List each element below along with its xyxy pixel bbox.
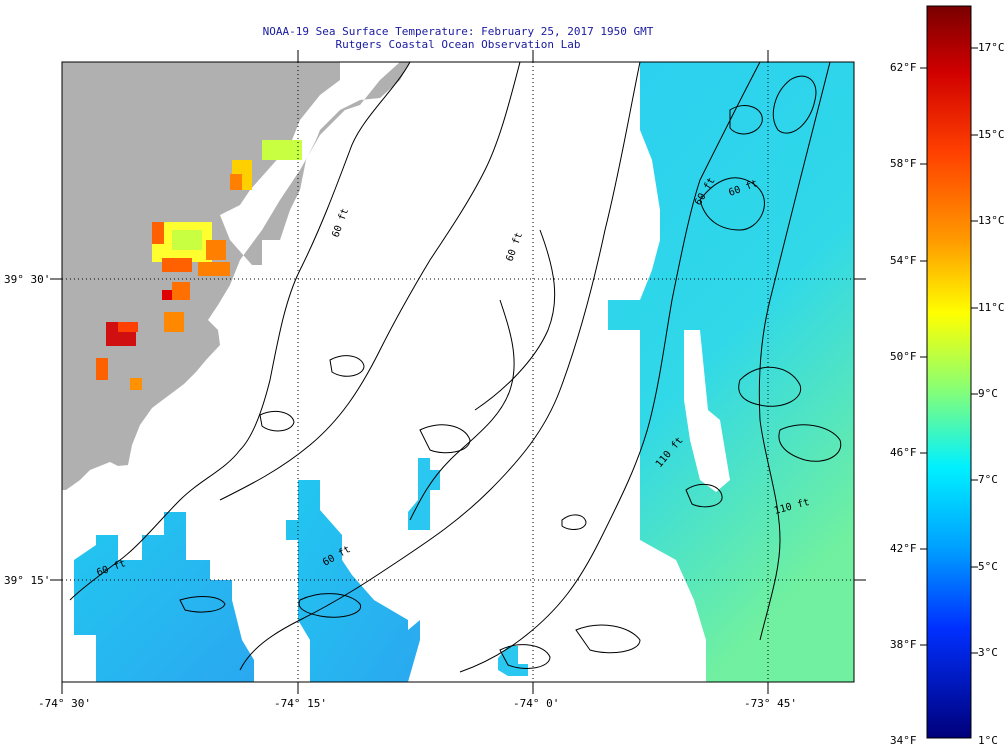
colorbar-f-label: 38°F: [890, 638, 917, 651]
cloud-gap: [684, 330, 730, 492]
y-tick-label: 39° 15': [4, 574, 51, 587]
graticule: [62, 62, 854, 682]
x-tick-label: -74° 0': [513, 697, 560, 710]
x-tick-label: -73° 45': [744, 697, 797, 710]
colorbar-ticks: [920, 47, 978, 654]
colorbar-c-label: 15°C: [978, 128, 1005, 141]
colorbar: [926, 5, 972, 739]
colorbar-f-label: 50°F: [890, 350, 917, 363]
colorbar-f-label: 34°F: [890, 734, 917, 747]
sst-patch-southwest: [74, 512, 254, 682]
bathymetry-contours: [69, 61, 842, 673]
sst-pixel-green: [262, 140, 302, 160]
sst-patch-south-central: [286, 480, 420, 682]
colorbar-f-label: 62°F: [890, 61, 917, 74]
colorbar-c-label: 7°C: [978, 473, 998, 486]
colorbar-c-label: 1°C: [978, 734, 998, 747]
colorbar-f-label: 58°F: [890, 157, 917, 170]
colorbar-c-label: 9°C: [978, 387, 998, 400]
colorbar-c-label: 13°C: [978, 214, 1005, 227]
map-title: NOAA-19 Sea Surface Temperature: Februar…: [262, 25, 654, 38]
map-subtitle: Rutgers Coastal Ocean Observation Lab: [335, 38, 581, 51]
colorbar-f-label: 54°F: [890, 254, 917, 267]
colorbar-c-label: 3°C: [978, 646, 998, 659]
y-tick-label: 39° 30': [4, 273, 51, 286]
frame-ticks: [50, 50, 866, 694]
x-tick-label: -74° 15': [274, 697, 327, 710]
colorbar-c-label: 17°C: [978, 41, 1005, 54]
colorbar-f-label: 42°F: [890, 542, 917, 555]
colorbar-c-label: 11°C: [978, 301, 1005, 314]
land-mass: [62, 62, 410, 490]
offshore-sst-region: [608, 62, 854, 682]
x-tick-label: -74° 30': [38, 697, 91, 710]
colorbar-f-label: 46°F: [890, 446, 917, 459]
colorbar-c-label: 5°C: [978, 560, 998, 573]
map-frame: [61, 61, 855, 683]
